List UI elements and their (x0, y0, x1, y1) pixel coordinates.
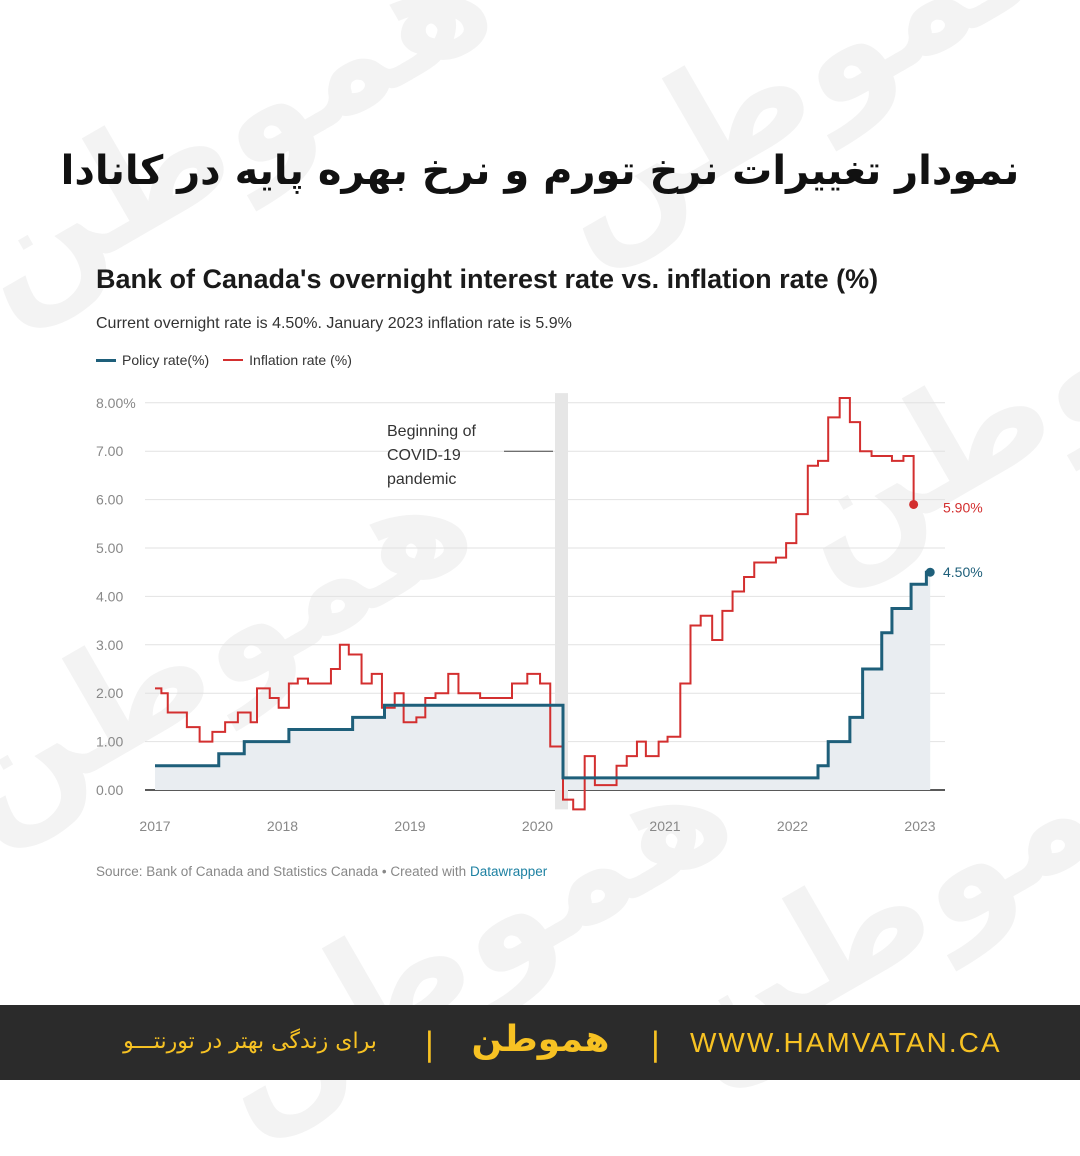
annotation-text: Beginning of (387, 423, 477, 440)
annotation-text: pandemic (387, 471, 456, 488)
datawrapper-link[interactable]: Datawrapper (469, 864, 548, 879)
x-tick-label: 2023 (904, 818, 935, 834)
x-tick-label: 2018 (267, 818, 298, 834)
x-tick-label: 2022 (777, 818, 808, 834)
annotation-text: COVID-19 (387, 447, 461, 464)
footer-slogan: برای زندگی بهتر در تورنتـــو (123, 1029, 377, 1054)
y-tick-label: 7.00 (96, 443, 123, 459)
chart-subtitle: Current overnight rate is 4.50%. January… (96, 315, 572, 332)
legend-swatch-inflation (223, 359, 244, 361)
footer-bar: برای زندگی بهتر در تورنتـــو | هموطن | W… (0, 1005, 1080, 1080)
x-tick-label: 2019 (394, 818, 425, 834)
watermark-logo: هموطن (515, 0, 1080, 287)
y-tick-label: 1.00 (96, 734, 123, 750)
footer-website-link[interactable]: WWW.HAMVATAN.CA (690, 1027, 1002, 1058)
legend-label-inflation: Inflation rate (%) (249, 352, 352, 368)
y-tick-label: 8.00% (96, 395, 136, 411)
y-tick-label: 6.00 (96, 492, 123, 508)
brand-logo: هموطن (471, 1019, 610, 1060)
chart-legend: Policy rate(%) Inflation rate (%) (96, 352, 352, 368)
chart-title: Bank of Canada's overnight interest rate… (96, 264, 879, 294)
x-tick-label: 2020 (522, 818, 553, 834)
footer-separator: | (424, 1025, 435, 1063)
legend-item-inflation: Inflation rate (%) (223, 352, 352, 368)
y-tick-label: 3.00 (96, 637, 123, 653)
policy-end-label: 4.50% (943, 564, 983, 580)
policy-end-point (925, 567, 935, 577)
policy-area (155, 572, 931, 790)
x-tick-label: 2021 (649, 818, 680, 834)
legend-item-policy: Policy rate(%) (96, 352, 209, 368)
inflation-end-label: 5.90% (943, 499, 983, 515)
inflation-end-point (909, 499, 919, 509)
footer-separator: | (650, 1025, 661, 1063)
policy-line (155, 570, 931, 780)
y-tick-label: 4.00 (96, 588, 123, 604)
y-tick-label: 5.00 (96, 540, 123, 556)
x-tick-label: 2017 (139, 818, 170, 834)
legend-swatch-policy (96, 358, 116, 362)
chart-source: Source: Bank of Canada and Statistics Ca… (96, 864, 547, 879)
y-tick-label: 2.00 (96, 685, 123, 701)
y-tick-label: 0.00 (96, 782, 123, 798)
persian-title: نمودار تغییرات نرخ تورم و نرخ بهره پایه … (60, 148, 1020, 194)
source-text: Source: Bank of Canada and Statistics Ca… (96, 864, 470, 879)
chart-plot: 8.00% 7.00 6.00 5.00 4.00 3.00 2.00 1.00 0.00 201… (96, 393, 983, 834)
inflation-line (155, 396, 915, 811)
legend-label-policy: Policy rate(%) (122, 352, 210, 368)
